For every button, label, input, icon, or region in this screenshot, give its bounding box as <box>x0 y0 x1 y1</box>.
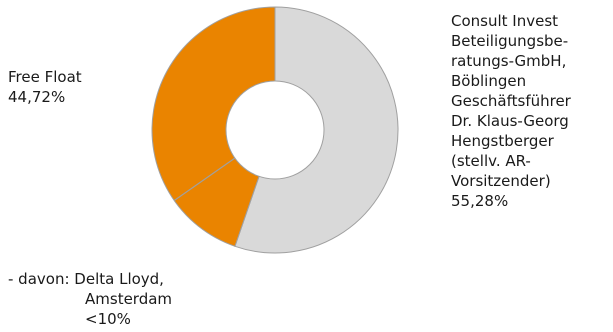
consult-invest-label: Consult Invest Beteiligungsbe- ratungs-G… <box>451 11 571 211</box>
delta-lloyd-city: Amsterdam <box>85 290 173 308</box>
free-float-slice <box>151 6 276 247</box>
delta-lloyd-value: <10% <box>85 310 131 328</box>
davon-prefix: - davon: <box>8 270 70 288</box>
free-float-value: 44,72% <box>8 88 66 106</box>
delta-lloyd-name: Delta Lloyd, <box>74 270 164 288</box>
free-float-name: Free Float <box>8 68 82 86</box>
free-float-label: Free Float 44,72% <box>8 67 82 107</box>
consult-line-8: (stellv. AR- <box>451 152 531 170</box>
consult-line-2: Beteiligungsbe- <box>451 32 569 50</box>
donut-hole <box>225 80 325 180</box>
delta-lloyd-divider <box>173 157 236 202</box>
consult-line-9: Vorsitzender) <box>451 172 551 190</box>
consult-line-3: ratungs-GmbH, <box>451 52 567 70</box>
consult-line-7: Hengstberger <box>451 132 554 150</box>
consult-line-4: Böblingen <box>451 72 527 90</box>
delta-lloyd-label: - davon: Delta Lloyd, Amsterdam <10% <box>8 269 172 329</box>
consult-value: 55,28% <box>451 192 509 210</box>
consult-line-6: Dr. Klaus-Georg <box>451 112 569 130</box>
consult-line-1: Consult Invest <box>451 12 559 30</box>
consult-line-5: Geschäftsführer <box>451 92 571 110</box>
